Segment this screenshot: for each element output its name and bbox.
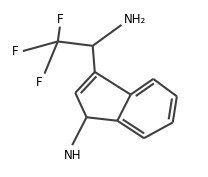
Text: NH₂: NH₂ bbox=[124, 13, 146, 26]
Text: F: F bbox=[36, 76, 43, 89]
Text: F: F bbox=[57, 13, 63, 26]
Text: NH: NH bbox=[63, 149, 81, 162]
Text: F: F bbox=[11, 45, 18, 58]
